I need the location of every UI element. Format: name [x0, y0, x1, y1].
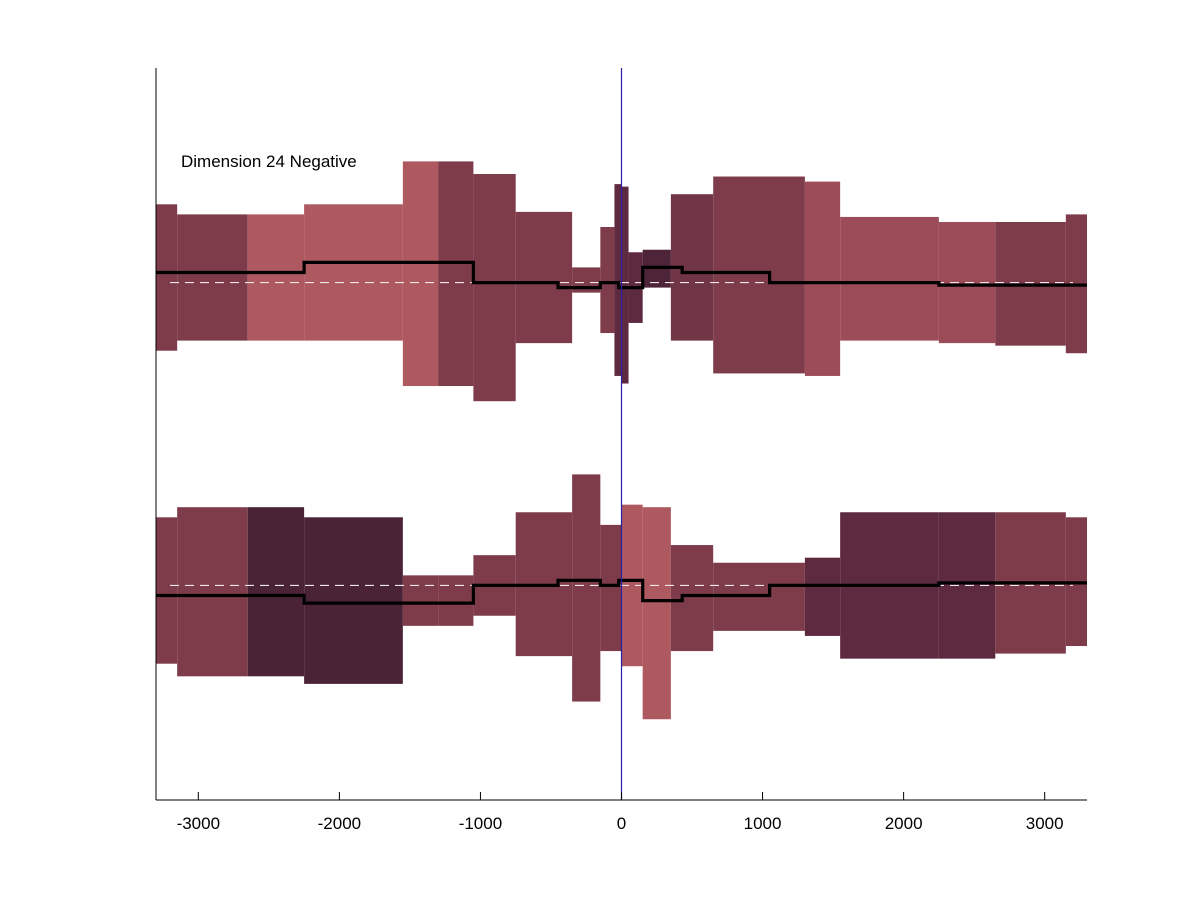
lower-band-10: [621, 504, 643, 667]
upper-band-3: [304, 204, 403, 341]
upper-band-9: [600, 227, 615, 334]
upper-band-1: [177, 214, 248, 341]
upper-band-7: [515, 211, 573, 344]
mean-line-layer: [156, 260, 1087, 605]
upper-band-10: [614, 184, 622, 376]
lower-band-11: [642, 507, 671, 720]
upper-band-17: [840, 216, 939, 341]
lower-band-2: [247, 507, 305, 677]
lower-band-9: [600, 524, 622, 652]
upper-band-15: [713, 176, 805, 374]
upper-band-2: [247, 214, 305, 341]
lower-band-4: [402, 575, 439, 626]
upper-band-11: [621, 186, 629, 384]
axes: -3000 -2000 -1000 0 1000 2000 3000: [155, 68, 1087, 833]
lower-band-8: [572, 474, 601, 702]
upper-band-5: [438, 161, 474, 387]
lower-band-3: [304, 517, 403, 684]
lower-band-14: [804, 557, 841, 636]
x-tick-label: -2000: [318, 814, 361, 833]
lower-band-0: [156, 517, 178, 664]
x-tick-label: 1000: [744, 814, 782, 833]
lower-mean-line: [156, 578, 1087, 605]
x-tick-label: 2000: [885, 814, 923, 833]
lower-band-5: [438, 575, 474, 626]
x-tick-label: 0: [617, 814, 626, 833]
upper-band-4: [402, 161, 439, 387]
x-tick-label: -1000: [459, 814, 502, 833]
lower-band-12: [670, 545, 714, 652]
chart-annotation: Dimension 24 Negative: [181, 152, 357, 171]
upper-band-0: [156, 204, 178, 351]
x-tick-label: 3000: [1026, 814, 1064, 833]
upper-mean-line: [156, 260, 1087, 290]
lower-band-1: [177, 507, 248, 677]
upper-band-16: [804, 181, 841, 376]
upper-band-6: [473, 174, 516, 402]
x-tick-label: -3000: [177, 814, 220, 833]
